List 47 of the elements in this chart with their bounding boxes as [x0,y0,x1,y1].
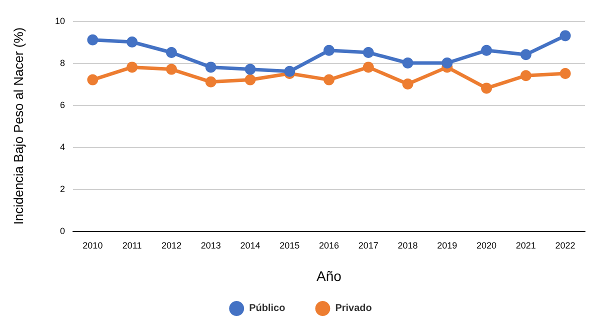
point [362,47,374,58]
point [560,30,571,42]
x-tick-label: 2013 [200,240,221,250]
x-tick-label: 2022 [555,240,576,250]
point [324,44,334,56]
y-tick-label: 10 [54,16,65,26]
point [520,70,532,82]
y-tick-label: 8 [60,58,65,68]
x-tick-label: 2019 [437,240,458,250]
point [402,58,414,68]
x-tick-label: 2021 [516,240,536,250]
x-tick-label: 2016 [318,240,340,250]
x-tick-label: 2011 [122,240,142,250]
point [126,62,138,73]
point [520,49,532,60]
legend-label: Privado [335,303,372,314]
y-tick-label: 4 [60,142,65,152]
point [481,82,492,94]
point [166,47,177,58]
x-tick-label: 2015 [280,240,300,250]
point [166,64,177,75]
x-tick-label: 2017 [358,240,378,250]
point [402,78,414,90]
point [87,74,98,86]
x-axis-title: Año [316,268,342,284]
x-tick-label: 2012 [161,240,182,250]
x-tick-label: 2020 [476,240,497,250]
point [126,36,138,48]
y-tick-label: 2 [60,184,65,194]
point [87,34,98,46]
point [362,62,374,73]
y-tick-label: 0 [60,226,65,236]
y-tick-label: 6 [60,100,65,110]
legend-label: Público [249,303,286,314]
point [244,64,256,75]
point [324,74,334,86]
point [244,74,256,86]
x-tick-label: 2018 [398,240,418,250]
point [481,44,492,56]
point [284,66,296,77]
point [442,58,453,68]
x-tick-label: 2014 [240,240,260,250]
point [205,76,216,88]
x-tick-label: 2010 [82,240,103,250]
point [560,68,571,79]
y-axis-title: Incidencia Bajo Peso al Nacer (%) [11,27,26,225]
point [205,62,216,73]
